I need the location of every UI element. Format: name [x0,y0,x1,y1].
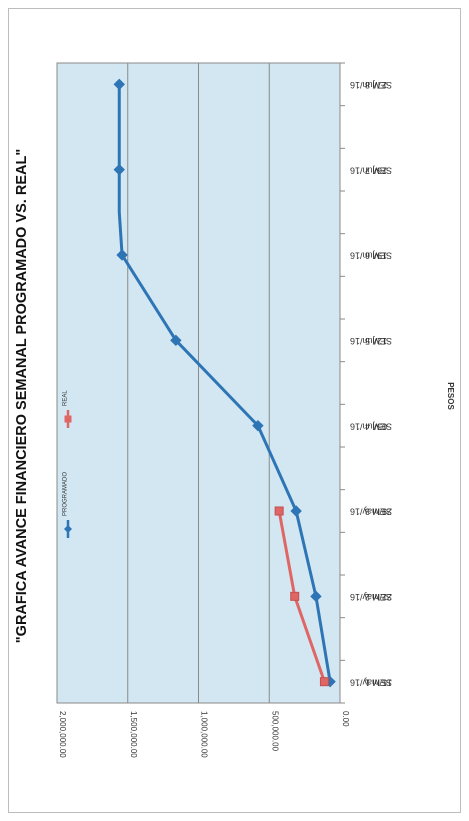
category-date-label: 15/may/16 [350,677,392,687]
category-week-label: SEM 3 [365,507,392,517]
category-week-label: SEM 7 [365,165,392,175]
category-date-label: 27/jun/16 [350,80,387,90]
category-date-label: 19/jun/16 [350,251,387,261]
category-date-label: 29/may/16 [350,507,392,517]
category-week-label: SEM 1 [365,677,392,687]
y-tick-label: 1,000,000.00 [200,711,209,758]
legend: PROGRAMADO REAL [63,390,72,538]
point-real [274,506,284,516]
point-programado [310,590,322,603]
y-axis-title: PESOS [446,382,455,410]
axis-ticks: 0.00 500,000.00 1,000,000.00 1,500,000.00 2,… [58,62,350,758]
point-programado [116,249,128,261]
point-programado [170,334,182,347]
legend-marker [64,415,72,423]
point-real [290,591,300,601]
y-tick-label: 2,000,000.00 [58,711,67,758]
y-tick-label: 0.00 [341,711,350,727]
category-date-label: 26/jun/16 [350,165,387,175]
category-week-label: SEM 6 [365,251,392,261]
category-week-label: SEM 2 [365,592,392,602]
point-programado [252,419,264,432]
category-date-label: 22/may/16 [350,592,392,602]
chart-title: "GRAFICA AVANCE FINANCIERO SEMANAL PROGR… [14,149,30,643]
series-layer [113,78,336,688]
legend-label-programado: PROGRAMADO [63,472,69,516]
y-tick-label: 1,500,000.00 [129,711,138,758]
point-real [319,677,329,687]
category-week-label: SEM 4 [365,421,392,431]
point-programado [113,163,125,176]
legend-label-real: REAL [63,390,69,406]
point-programado [290,505,302,517]
legend-marker [64,525,72,533]
point-programado [113,78,125,91]
category-week-label: SEM 8 [365,80,392,90]
category-date-label: 05/jun/16 [350,421,387,431]
category-week-label: SEM 5 [365,336,392,346]
gridlines [127,63,270,703]
y-tick-label: 500,000.00 [270,711,279,752]
chart-frame [8,8,461,813]
category-date-label: 12/jun/16 [350,336,387,346]
